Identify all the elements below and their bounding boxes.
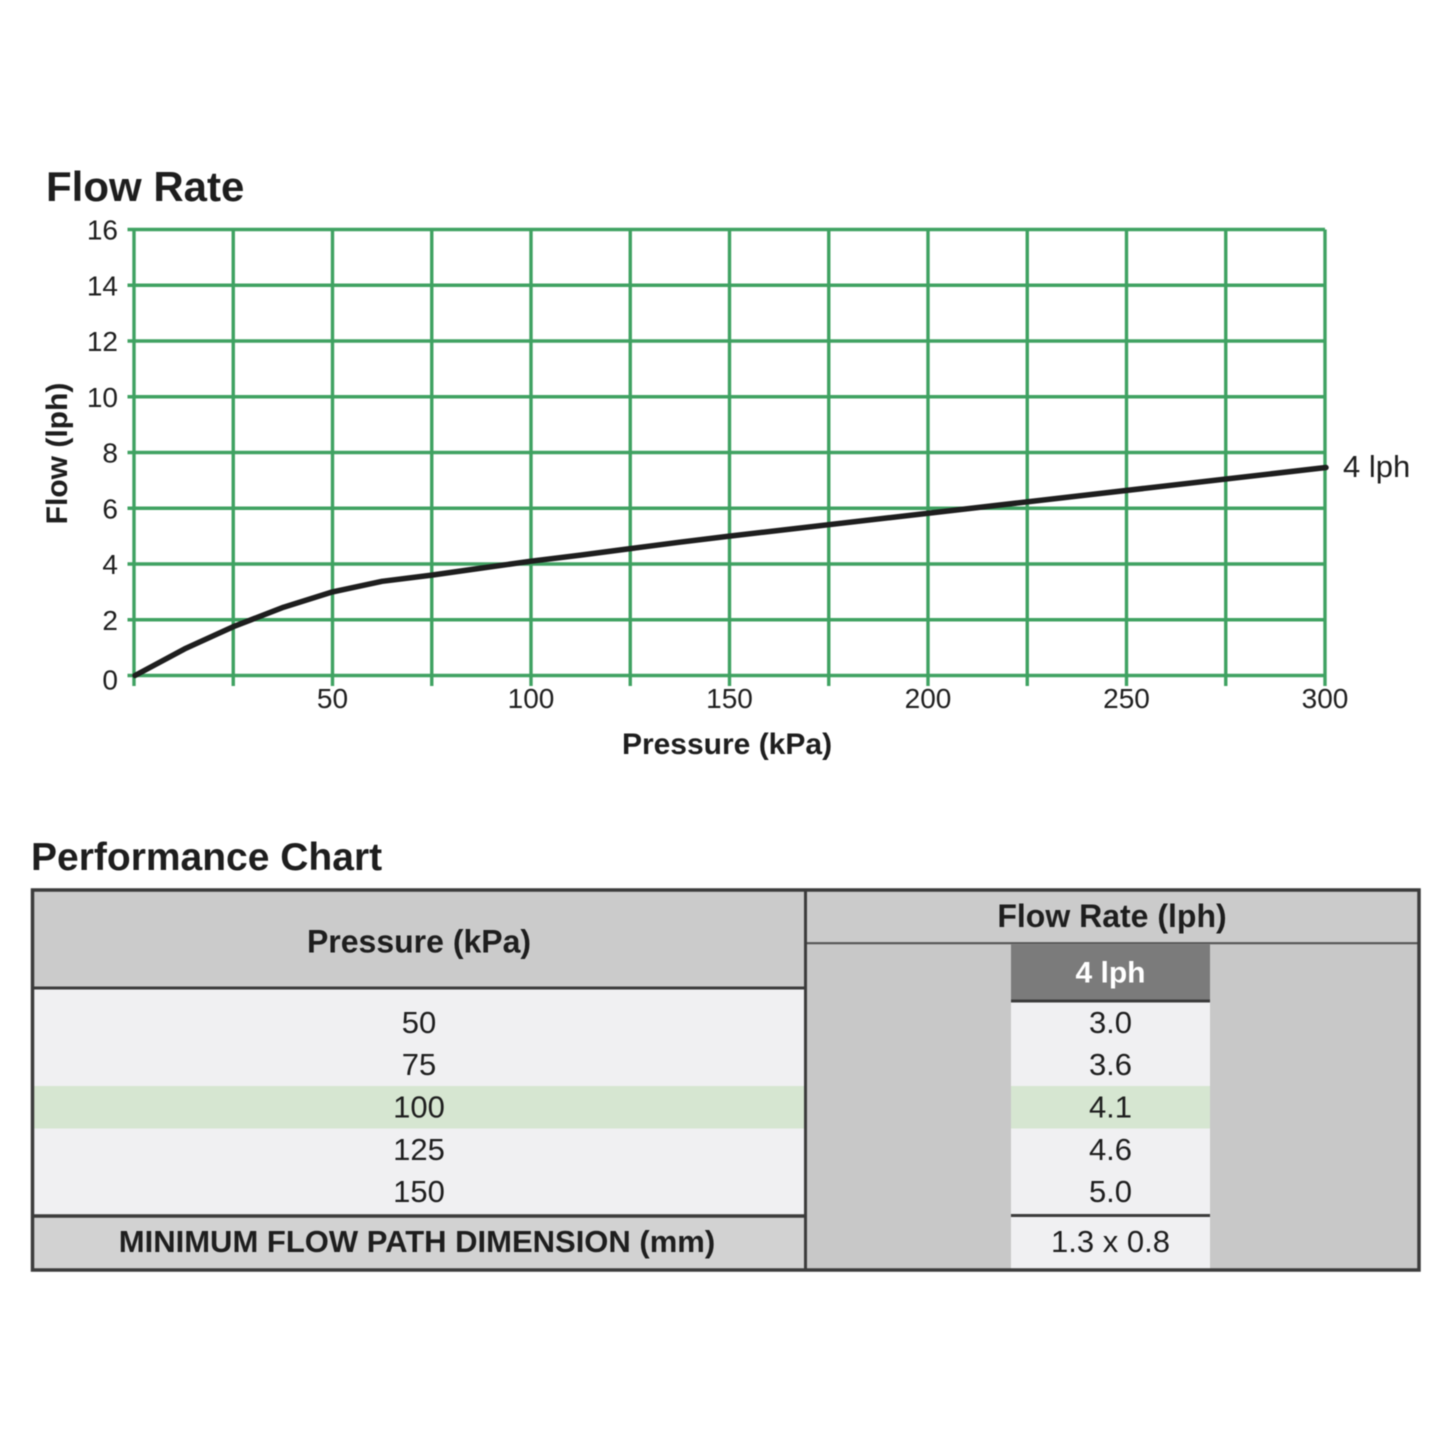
svg-text:4.1: 4.1: [1089, 1090, 1132, 1125]
svg-text:14: 14: [87, 270, 118, 301]
svg-text:Flow Rate (lph): Flow Rate (lph): [997, 898, 1226, 934]
svg-text:300: 300: [1302, 683, 1349, 714]
svg-text:Flow (lph): Flow (lph): [41, 383, 74, 525]
svg-text:100: 100: [393, 1090, 445, 1125]
svg-text:3.0: 3.0: [1089, 1005, 1132, 1040]
svg-text:6: 6: [102, 493, 118, 524]
svg-text:250: 250: [1103, 683, 1150, 714]
svg-text:50: 50: [317, 683, 348, 714]
svg-text:Performance Chart: Performance Chart: [31, 836, 382, 879]
svg-text:MINIMUM FLOW PATH DIMENSION (m: MINIMUM FLOW PATH DIMENSION (mm): [119, 1224, 715, 1259]
svg-text:10: 10: [87, 382, 118, 413]
svg-text:5.0: 5.0: [1089, 1174, 1132, 1209]
svg-text:200: 200: [905, 683, 952, 714]
svg-text:125: 125: [393, 1132, 445, 1167]
svg-text:Flow Rate: Flow Rate: [46, 163, 244, 210]
svg-text:2: 2: [102, 605, 118, 636]
svg-text:3.6: 3.6: [1089, 1047, 1132, 1082]
svg-text:150: 150: [706, 683, 753, 714]
svg-text:100: 100: [508, 683, 555, 714]
svg-text:1.3 x 0.8: 1.3 x 0.8: [1051, 1224, 1170, 1259]
svg-text:Pressure (kPa): Pressure (kPa): [307, 924, 531, 960]
svg-text:0: 0: [102, 665, 118, 696]
svg-text:Pressure (kPa): Pressure (kPa): [622, 728, 832, 761]
svg-text:12: 12: [87, 326, 118, 357]
svg-text:150: 150: [393, 1174, 445, 1209]
svg-text:4 lph: 4 lph: [1343, 449, 1410, 484]
svg-text:16: 16: [87, 215, 118, 246]
svg-text:8: 8: [102, 438, 118, 469]
svg-text:4 lph: 4 lph: [1075, 957, 1145, 990]
svg-text:75: 75: [402, 1047, 436, 1082]
svg-text:4.6: 4.6: [1089, 1132, 1132, 1167]
svg-text:4: 4: [102, 549, 118, 580]
svg-text:50: 50: [402, 1005, 436, 1040]
